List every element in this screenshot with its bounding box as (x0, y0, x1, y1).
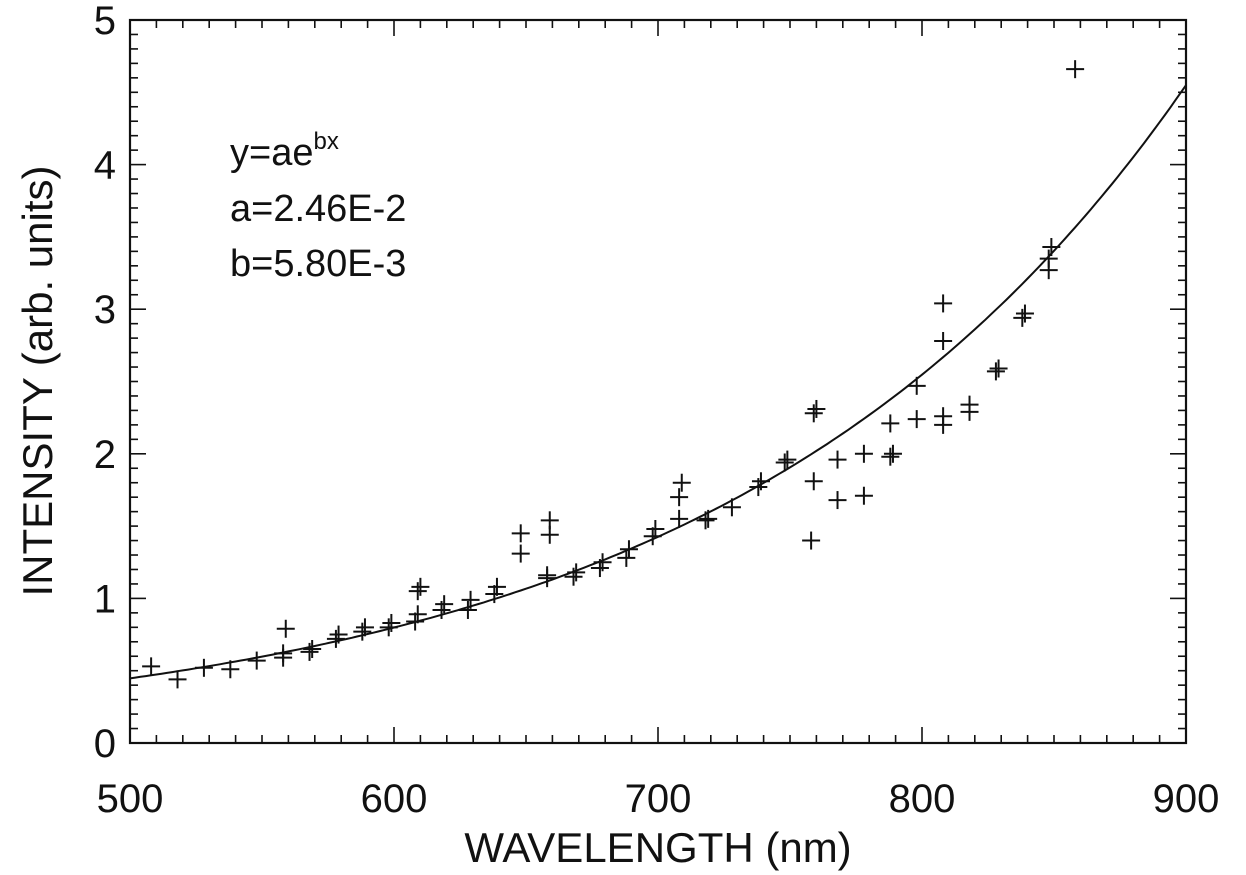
data-point (511, 544, 530, 563)
x-tick-labels: 500 600 700 800 900 (97, 777, 1220, 821)
data-point (699, 509, 718, 528)
data-point (1039, 249, 1058, 268)
data-point (722, 498, 741, 517)
y-axis-title: INTENSITY (arb. units) (14, 166, 61, 597)
data-point (303, 640, 322, 659)
annotation-a-value: a=2.46E-2 (230, 188, 406, 230)
data-point (567, 563, 586, 582)
data-point (907, 376, 926, 395)
data-point (511, 524, 530, 543)
data-point (355, 618, 374, 637)
data-point (670, 509, 689, 528)
y-tick-label: 1 (94, 577, 116, 621)
data-point (828, 450, 847, 469)
data-point (1042, 238, 1061, 257)
data-point (1015, 304, 1034, 323)
axis-ticks (129, 19, 1187, 744)
data-points (142, 60, 1085, 689)
data-point (194, 658, 213, 677)
data-point (435, 595, 454, 614)
data-point (408, 582, 427, 601)
x-tick-label: 900 (1153, 777, 1220, 821)
data-point (646, 519, 665, 538)
data-point (540, 511, 559, 530)
data-point (221, 660, 240, 679)
data-point (778, 450, 797, 469)
data-point (804, 472, 823, 491)
data-point (538, 566, 557, 585)
data-point (907, 410, 926, 429)
data-point (617, 548, 636, 567)
y-tick-label: 3 (94, 288, 116, 332)
data-point (802, 531, 821, 550)
data-point (408, 605, 427, 624)
annotation-equation: y=aebx (230, 128, 339, 174)
data-point (1066, 60, 1085, 79)
data-point (326, 629, 345, 648)
data-point (960, 395, 979, 414)
data-point (696, 511, 715, 530)
data-point (619, 540, 638, 559)
data-point (487, 577, 506, 596)
data-point (881, 447, 900, 466)
data-point (564, 567, 583, 586)
data-point (751, 472, 770, 491)
data-point (300, 642, 319, 661)
data-point (989, 359, 1008, 378)
y-tick-label: 0 (94, 722, 116, 766)
y-tick-label: 2 (94, 433, 116, 477)
data-point (828, 491, 847, 510)
x-tick-label: 600 (361, 777, 428, 821)
x-tick-label: 800 (889, 777, 956, 821)
data-point (854, 486, 873, 505)
data-point (986, 362, 1005, 381)
data-point (329, 625, 348, 644)
data-point (934, 294, 953, 313)
data-point (934, 332, 953, 351)
plot-frame (128, 18, 1188, 745)
data-point (643, 527, 662, 546)
x-axis-title: WAVELENGTH (nm) (464, 824, 851, 871)
data-point (276, 619, 295, 638)
exponential-fit-curve (129, 84, 1187, 680)
annotation-b-value: b=5.80E-3 (230, 243, 406, 285)
data-point (670, 488, 689, 507)
data-point (353, 622, 372, 641)
data-point (382, 613, 401, 632)
y-tick-labels: 0 1 2 3 4 5 (94, 0, 116, 766)
data-point (854, 444, 873, 463)
data-point (593, 553, 612, 572)
data-point (775, 453, 794, 472)
data-point (168, 670, 187, 689)
data-point (142, 657, 161, 676)
y-tick-label: 4 (94, 144, 116, 188)
data-point (672, 473, 691, 492)
data-point (274, 644, 293, 663)
data-point (458, 600, 477, 619)
x-tick-label: 700 (625, 777, 692, 821)
data-point (1013, 308, 1032, 327)
data-point (807, 399, 826, 418)
data-point (934, 407, 953, 426)
data-point (379, 618, 398, 637)
data-point (247, 651, 266, 670)
data-point (804, 404, 823, 423)
data-point (461, 590, 480, 609)
data-point (406, 612, 425, 631)
data-point (411, 577, 430, 596)
data-point (883, 444, 902, 463)
data-point (881, 414, 900, 433)
data-point (485, 585, 504, 604)
y-tick-label: 5 (94, 0, 116, 43)
x-tick-label: 500 (97, 777, 164, 821)
